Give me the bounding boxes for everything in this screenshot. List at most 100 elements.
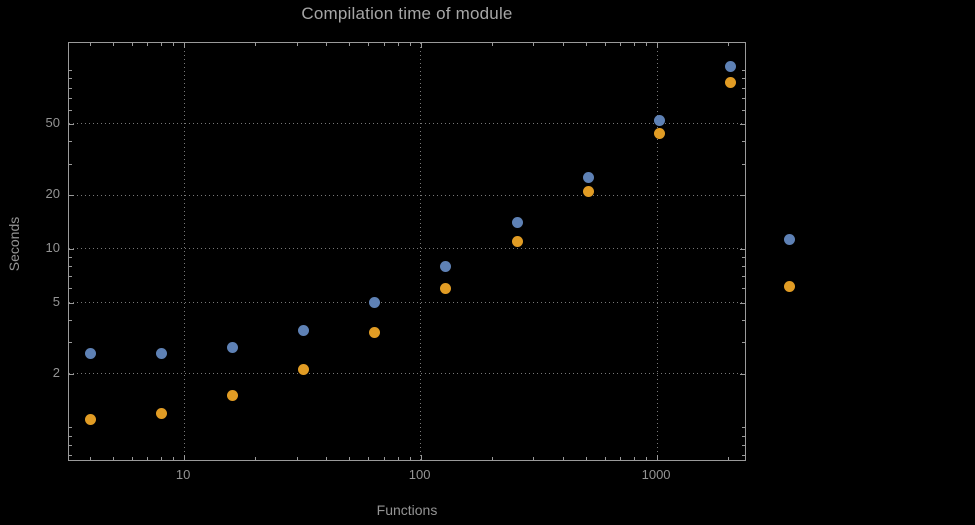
x-tick xyxy=(326,457,328,460)
x-gridline xyxy=(656,43,658,460)
y-tick xyxy=(742,342,745,344)
y-tick xyxy=(69,342,72,344)
x-tick xyxy=(409,43,411,46)
x-tick xyxy=(296,457,298,460)
data-point xyxy=(725,60,737,72)
x-gridline xyxy=(420,43,422,460)
x-tick xyxy=(420,43,422,48)
y-tick-label: 10 xyxy=(45,239,60,255)
y-tick xyxy=(742,87,745,89)
x-tick xyxy=(326,43,328,46)
x-tick xyxy=(161,457,163,460)
x-tick xyxy=(634,43,636,46)
y-tick xyxy=(742,70,745,72)
y-tick xyxy=(742,141,745,143)
data-point xyxy=(654,128,666,140)
x-tick xyxy=(620,43,622,46)
x-gridline xyxy=(183,43,185,460)
x-tick xyxy=(255,43,257,46)
x-tick xyxy=(296,43,298,46)
y-tick xyxy=(69,70,72,72)
x-tick xyxy=(349,457,351,460)
x-tick xyxy=(383,457,385,460)
y-tick xyxy=(742,163,745,165)
y-tick xyxy=(69,141,72,143)
x-tick xyxy=(90,43,91,46)
x-tick xyxy=(657,455,659,460)
x-tick xyxy=(112,43,114,46)
x-tick xyxy=(533,43,535,46)
x-tick xyxy=(491,457,493,460)
y-tick xyxy=(69,373,74,375)
y-tick xyxy=(742,256,745,258)
y-tick xyxy=(742,427,745,429)
x-tick xyxy=(657,43,659,48)
y-tick xyxy=(742,444,745,446)
y-tick xyxy=(69,87,72,89)
x-tick xyxy=(491,43,493,46)
y-tick xyxy=(69,455,72,457)
x-tick xyxy=(173,457,175,460)
y-tick xyxy=(742,97,745,99)
data-point xyxy=(155,347,167,359)
data-point xyxy=(725,77,737,89)
y-tick xyxy=(742,276,745,278)
y-tick xyxy=(69,276,72,278)
x-tick xyxy=(728,43,730,46)
x-tick xyxy=(604,43,606,46)
x-tick xyxy=(368,43,370,46)
x-tick xyxy=(112,457,114,460)
y-tick xyxy=(742,455,745,457)
legend-marker xyxy=(784,234,795,245)
data-point xyxy=(84,414,96,426)
y-tick xyxy=(69,109,72,111)
x-tick xyxy=(131,457,133,460)
data-point xyxy=(440,282,452,294)
data-point xyxy=(440,260,452,272)
x-tick xyxy=(368,457,370,460)
x-tick xyxy=(420,455,422,460)
y-tick xyxy=(742,78,745,80)
data-point xyxy=(155,407,167,419)
data-point xyxy=(511,217,523,229)
x-tick xyxy=(90,457,91,460)
data-point xyxy=(226,342,238,354)
y-tick xyxy=(740,195,745,197)
x-tick-label: 100 xyxy=(408,467,431,482)
data-point xyxy=(582,185,594,197)
data-point xyxy=(654,115,666,127)
y-tick-label: 20 xyxy=(45,186,60,202)
x-tick xyxy=(728,457,730,460)
y-tick xyxy=(740,373,745,375)
x-tick-label: 1000 xyxy=(641,467,671,482)
x-tick xyxy=(634,457,636,460)
x-tick xyxy=(409,457,411,460)
y-tick xyxy=(69,97,72,99)
y-tick-label: 2 xyxy=(52,364,60,380)
y-tick xyxy=(740,123,745,125)
y-tick xyxy=(69,195,74,197)
y-gridline xyxy=(69,302,745,304)
data-point xyxy=(511,235,523,247)
x-tick xyxy=(397,43,399,46)
chart-title: Compilation time of module xyxy=(301,4,513,23)
y-gridline xyxy=(69,248,745,250)
y-tick xyxy=(69,78,72,80)
x-tick xyxy=(161,43,163,46)
y-tick xyxy=(69,163,72,165)
plot-area xyxy=(68,42,746,461)
data-point xyxy=(84,347,96,359)
x-tick xyxy=(562,457,564,460)
data-point xyxy=(369,326,381,338)
data-point xyxy=(226,390,238,402)
y-tick xyxy=(69,248,74,250)
x-tick xyxy=(383,43,385,46)
legend-marker xyxy=(784,281,795,292)
data-point xyxy=(369,297,381,309)
y-gridline xyxy=(69,123,745,125)
x-tick xyxy=(562,43,564,46)
y-tick xyxy=(69,302,74,304)
y-tick-label: 50 xyxy=(45,114,60,130)
data-point xyxy=(298,324,310,336)
